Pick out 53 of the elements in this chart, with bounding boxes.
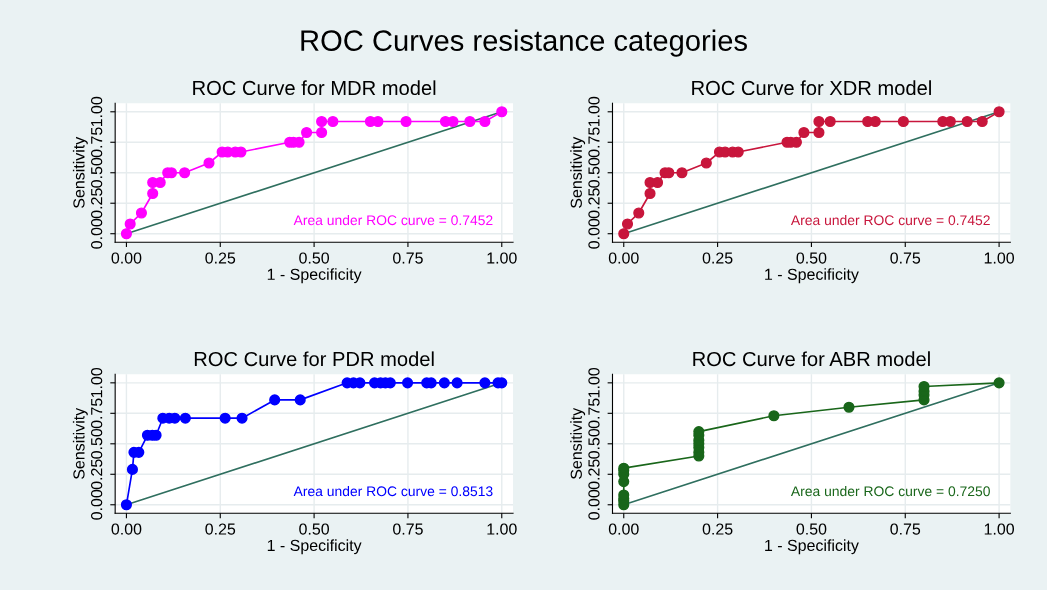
chart-title: ROC Curve for MDR model bbox=[193, 80, 436, 96]
x-tick-label: 0.50 bbox=[299, 523, 330, 535]
x-tick-label: 0.50 bbox=[796, 252, 827, 264]
y-tick-label: 0.25 bbox=[90, 459, 103, 490]
y-tick-label: 0.50 bbox=[90, 428, 103, 459]
chart-title: ROC Curve for PDR model bbox=[194, 351, 434, 367]
y-tick-label: 1.00 bbox=[588, 96, 600, 127]
annotation: Area under ROC curve = 0.7452 bbox=[790, 214, 990, 226]
x-tick-label: 1.00 bbox=[984, 252, 1015, 264]
x-tick-label: 1.00 bbox=[487, 252, 517, 264]
x-axis-title: 1 - Specificity bbox=[765, 268, 859, 284]
y-tick-label: 0.75 bbox=[588, 127, 600, 158]
x-tick-label: 0.25 bbox=[702, 523, 733, 535]
annotation: Area under ROC curve = 0.8513 bbox=[293, 485, 493, 497]
y-tick-label: 0.75 bbox=[588, 398, 600, 429]
x-tick-label: 0.25 bbox=[205, 252, 236, 264]
y-axis-title: Sensitivity bbox=[72, 136, 88, 208]
text: ROC Curves resistance categories bbox=[301, 29, 747, 57]
chart-title: ROC Curve for XDR model bbox=[692, 80, 931, 96]
x-tick-label: 0.25 bbox=[702, 252, 733, 264]
x-tick-label: 0.75 bbox=[393, 252, 423, 264]
x-tick-label: 1.00 bbox=[487, 523, 517, 535]
chart-title: ROC Curve for ABR model bbox=[693, 351, 930, 367]
x-tick-label: 0.00 bbox=[608, 252, 639, 264]
x-axis-title: 1 - Specificity bbox=[267, 268, 362, 284]
x-tick-label: 0.75 bbox=[890, 252, 921, 264]
x-tick-label: 0.75 bbox=[393, 523, 423, 535]
x-tick-label: 0.75 bbox=[890, 523, 921, 535]
y-tick-label: 0.50 bbox=[90, 157, 103, 188]
y-tick-label: 0.75 bbox=[90, 127, 103, 158]
x-axis-title: 1 - Specificity bbox=[765, 539, 859, 555]
x-axis-title: 1 - Specificity bbox=[267, 539, 362, 555]
x-tick-label: 0.50 bbox=[796, 523, 827, 535]
y-tick-label: 1.00 bbox=[90, 96, 103, 127]
y-axis-title: Sensitivity bbox=[72, 407, 88, 480]
y-tick-label: 0.50 bbox=[588, 428, 600, 459]
y-tick-label: 0.25 bbox=[588, 188, 600, 219]
x-tick-label: 0.00 bbox=[608, 523, 639, 535]
y-tick-label: 1.00 bbox=[90, 367, 103, 398]
y-axis-title: Sensitivity bbox=[570, 136, 586, 208]
y-tick-label: 0.75 bbox=[90, 398, 103, 429]
y-tick-label: 0.25 bbox=[90, 188, 103, 219]
x-tick-label: 1.00 bbox=[984, 523, 1015, 535]
y-tick-label: 0.25 bbox=[588, 459, 600, 490]
annotation: Area under ROC curve = 0.7250 bbox=[790, 485, 990, 497]
y-tick-label: 1.00 bbox=[588, 367, 600, 398]
y-tick-label: 0.50 bbox=[588, 157, 600, 188]
x-tick-label: 0.50 bbox=[299, 252, 330, 264]
y-axis-title: Sensitivity bbox=[570, 407, 586, 480]
x-tick-label: 0.00 bbox=[111, 523, 142, 535]
x-tick-label: 0.00 bbox=[111, 252, 142, 264]
annotation: Area under ROC curve = 0.7452 bbox=[293, 214, 493, 226]
x-tick-label: 0.25 bbox=[205, 523, 236, 535]
